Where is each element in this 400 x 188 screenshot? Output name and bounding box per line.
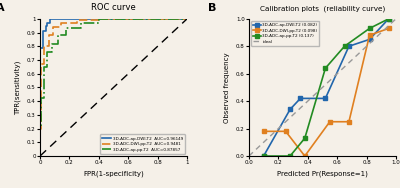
Line: 3D-ADC-ap-pp-T2 (0.137): 3D-ADC-ap-pp-T2 (0.137) <box>261 16 391 158</box>
3D-ADC-ap-pp-T2 (0.137) <box>367 27 372 30</box>
3D-ADC-DWI-pp-T2 (0.098) <box>386 27 391 30</box>
Line: 3D-ADC-ap-DWI-T2 (0.082): 3D-ADC-ap-DWI-T2 (0.082) <box>261 16 391 158</box>
3D-ADC-ap-pp-T2 (0.137) <box>288 155 292 157</box>
3D-ADC-DWI-pp-T2 (0.098) <box>283 130 288 133</box>
3D-ADC-DWI-pp-T2 (0.098) <box>346 121 351 123</box>
3D-ADC-ap-DWI-T2 (0.082) <box>261 155 266 157</box>
3D-ADC-ap-pp-T2 (0.137) <box>323 67 328 69</box>
3D-ADC-ap-DWI-T2 (0.082) <box>298 97 303 99</box>
3D-ADC-ap-DWI-T2 (0.082) <box>288 108 292 111</box>
Title: ROC curve: ROC curve <box>91 3 136 12</box>
Line: 3D-ADC-DWI-pp-T2 (0.098): 3D-ADC-DWI-pp-T2 (0.098) <box>261 26 391 158</box>
3D-ADC-DWI-pp-T2 (0.098) <box>367 34 372 36</box>
Text: B: B <box>208 3 216 13</box>
X-axis label: Predicted Pr(Response=1): Predicted Pr(Response=1) <box>277 171 368 177</box>
Y-axis label: Observed frequency: Observed frequency <box>224 52 230 123</box>
3D-ADC-ap-DWI-T2 (0.082) <box>386 18 391 20</box>
3D-ADC-ap-pp-T2 (0.137) <box>261 155 266 157</box>
3D-ADC-DWI-pp-T2 (0.098) <box>261 130 266 133</box>
Legend: 3D-ADC-ap-DWI-T2 (0.082), 3D-ADC-DWI-pp-T2 (0.098), 3D-ADC-ap-pp-T2 (0.137), ide: 3D-ADC-ap-DWI-T2 (0.082), 3D-ADC-DWI-pp-… <box>251 21 320 46</box>
3D-ADC-DWI-pp-T2 (0.098) <box>328 121 332 123</box>
3D-ADC-ap-DWI-T2 (0.082) <box>346 45 351 47</box>
3D-ADC-DWI-pp-T2 (0.098) <box>302 155 307 157</box>
Legend: 3D-ADC-ap-DWI-T2  AUC=0.96149, 3D-ADC-DWI-pp-T2  AUC=0.9481, 3D-ADC-ap-pp-T2  AU: 3D-ADC-ap-DWI-T2 AUC=0.96149, 3D-ADC-DWI… <box>100 134 185 154</box>
Title: Calibration plots  (reliability curve): Calibration plots (reliability curve) <box>260 5 385 12</box>
Y-axis label: TPR(sensitivity): TPR(sensitivity) <box>15 60 22 115</box>
3D-ADC-ap-pp-T2 (0.137) <box>386 18 391 20</box>
X-axis label: FPR(1-specificity): FPR(1-specificity) <box>83 171 144 177</box>
3D-ADC-ap-DWI-T2 (0.082) <box>367 38 372 40</box>
Text: A: A <box>0 3 4 13</box>
3D-ADC-ap-DWI-T2 (0.082) <box>323 97 328 99</box>
3D-ADC-ap-pp-T2 (0.137) <box>342 45 347 47</box>
3D-ADC-ap-pp-T2 (0.137) <box>302 137 307 139</box>
